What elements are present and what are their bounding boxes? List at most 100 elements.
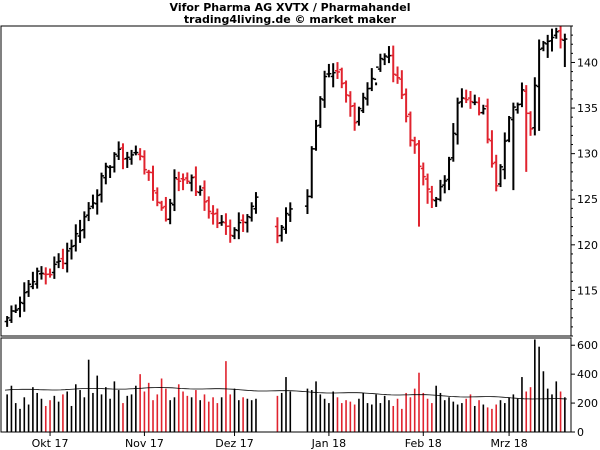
price-tick-label: 135 [577,102,598,115]
ohlc-bar [416,140,422,227]
ohlc-bar [154,187,160,207]
ohlc-bar [399,70,405,100]
ohlc-bar [528,111,534,136]
ohlc-bar [86,202,92,222]
ohlc-bar [326,63,332,78]
ohlc-bar [485,98,491,144]
volume-tick-label: 200 [577,397,598,410]
ohlc-bar [176,171,182,192]
ohlc-bar [90,194,96,209]
ohlc-bar [124,151,130,168]
ohlc-bar [493,154,499,192]
ohlc-bar [365,82,371,106]
ohlc-bar [510,102,516,191]
ohlc-bar [8,305,14,323]
ohlc-bar [94,189,100,215]
ohlc-bar [116,141,122,160]
volume-tick-label: 600 [577,339,598,352]
ohlc-bar [38,266,44,280]
ohlc-bar [455,97,461,145]
ohlc-bar [137,148,143,161]
ohlc-bar [407,111,413,147]
ohlc-bar [159,200,165,211]
ohlc-bar [515,102,521,114]
ohlc-bar [73,224,79,252]
ohlc-bar [506,115,512,143]
ohlc-bar [498,164,504,188]
ohlc-bar [386,46,392,64]
chart-subtitle: trading4living.de © market maker [183,13,397,26]
price-tick-label: 115 [577,284,598,297]
price-tick-label: 140 [577,56,598,69]
axes: 115 120 125 130 135 140 0 200 400 600 Okt 17 Nov 17… [32,25,598,450]
ohlc-bar [171,169,177,212]
ohlc-bar [442,175,448,194]
ohlc-bar [47,268,53,278]
ohlc-bar [133,145,139,156]
ohlc-bar [253,192,259,214]
ohlc-bar [232,227,238,240]
ohlc-bar [373,66,379,86]
ohlc-bar [433,196,439,207]
ohlc-bar [382,53,388,66]
ohlc-bar [476,97,482,116]
ohlc-bar [77,219,83,243]
ohlc-bar [283,207,289,234]
ohlc-bar [317,96,323,128]
ohlc-bar [99,172,105,203]
ohlc-bar [536,39,542,131]
ohlc-bar [330,63,336,88]
ohlc-bar [189,174,195,192]
ohlc-bar [540,40,546,52]
ohlc-bar [26,279,32,297]
ohlc-bar [553,27,559,39]
volume-average-line [4,387,568,400]
ohlc-bar [279,224,285,242]
ohlc-bar [214,208,220,229]
ohlc-bar [403,88,409,123]
ohlc-bar [167,198,173,225]
volume-panel-frame [0,337,572,433]
volume-tick-label: 0 [577,426,584,439]
ohlc-bar [532,77,538,136]
ohlc-bar [184,172,190,184]
chart-title: Vifor Pharma AG XVTX / Pharmahandel [169,1,411,14]
ohlc-bar [129,149,135,165]
ohlc-bar [549,28,555,52]
ohlc-bar [81,211,87,239]
ohlc-bar [450,123,456,162]
ohlc-bar [56,253,62,269]
ohlc-bar [197,185,203,196]
ohlc-bar [446,156,452,191]
ohlc-bar [249,202,255,222]
ohlc-bar [236,212,242,240]
ohlc-bar [223,213,229,235]
ohlc-bar [467,91,473,109]
ohlc-bar [111,152,117,173]
ohlc-bar [480,104,486,115]
ohlc-bar [313,119,319,151]
ohlc-bar [68,239,74,260]
ohlc-bar [30,271,36,290]
ohlc-bar [64,242,70,273]
ohlc-bar [43,267,49,285]
ohlc-bar [489,130,495,168]
time-tick-label: Mrz 18 [490,437,527,450]
ohlc-bar [219,215,225,226]
ohlc-bar [60,248,66,270]
price-tick-label: 125 [577,193,598,206]
ohlc-bar [395,66,401,84]
price-tick-label: 130 [577,148,598,161]
ohlc-bar [146,169,152,181]
ohlc-bar [360,92,366,114]
ohlc-bar [51,256,57,279]
ohlc-bar [287,202,293,222]
ohlc-bar [34,267,40,289]
ohlc-bar [437,179,443,202]
ohlc-bar [163,196,169,222]
ohlc-bar [334,62,340,79]
ohlc-bar [180,173,186,191]
price-panel [4,26,568,327]
